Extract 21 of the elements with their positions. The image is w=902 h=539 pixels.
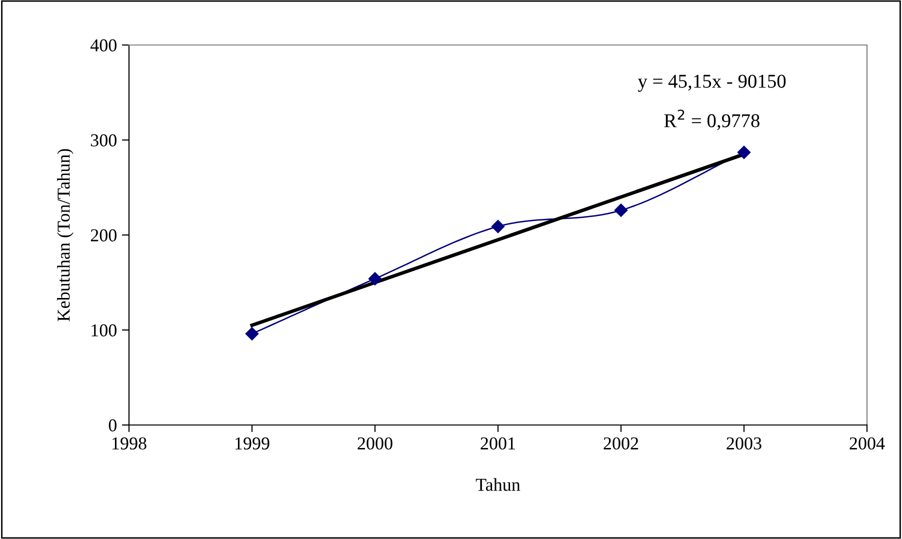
point: [491, 220, 505, 234]
point: [245, 327, 259, 340]
x-axis-title: Tahun: [476, 478, 520, 491]
y-tick-label: 0: [108, 419, 117, 432]
y-tick-label: 300: [90, 134, 117, 146]
point: [614, 204, 628, 217]
x-tick-label: 1998: [112, 437, 146, 450]
point: [368, 272, 382, 286]
annotation: R$^{2}$ = 0,9778: [664, 110, 760, 130]
x-tick-label: 2002: [604, 437, 638, 450]
y-tick-label: 100: [92, 324, 117, 336]
x-tick-label: 2003: [726, 437, 762, 450]
x-tick-label: 2001: [480, 437, 515, 450]
x-tick-label: 2000: [358, 437, 392, 450]
y-tick-label: 200: [90, 229, 117, 242]
y-tick-label: 400: [90, 39, 117, 52]
point: [737, 146, 751, 159]
y-axis-title: Kebutuhan (Ton/Tahun): [57, 149, 74, 322]
x-tick-label: 2004: [850, 437, 885, 450]
annotation: y = 45,15x - 90150: [638, 74, 786, 92]
x-tick-label: 1999: [236, 437, 270, 450]
